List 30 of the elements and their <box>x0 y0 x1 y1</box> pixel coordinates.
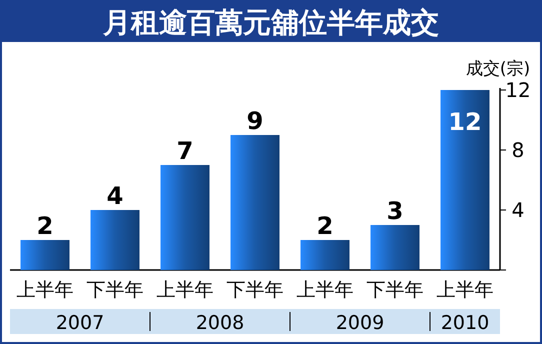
text: 2009 <box>336 312 384 334</box>
data-label: 2 <box>316 212 334 240</box>
data-label: 7 <box>176 137 194 165</box>
x-tick-label: 下半年 <box>86 279 144 301</box>
x-tick-label: 上半年 <box>156 279 214 301</box>
bar <box>440 90 490 270</box>
bar <box>90 210 140 270</box>
y-tick-label: 4 <box>512 198 524 222</box>
bar <box>160 165 210 270</box>
chart-title: 月租逾百萬元舖位半年成交 <box>102 6 439 39</box>
x-tick-label: 下半年 <box>226 279 284 301</box>
bar <box>20 240 70 270</box>
text: 2007 <box>56 312 104 334</box>
data-label: 12 <box>448 108 482 136</box>
y-tick-label: 12 <box>505 78 531 102</box>
y-tick-label: 8 <box>512 138 524 162</box>
text: 2010 <box>440 312 490 334</box>
data-label: 4 <box>106 182 124 210</box>
x-tick-label: 上半年 <box>296 279 354 301</box>
bar <box>230 135 280 270</box>
text: 2008 <box>196 312 244 334</box>
x-tick-label: 上半年 <box>436 279 494 301</box>
x-tick-label: 下半年 <box>366 279 424 301</box>
bar <box>370 225 420 270</box>
data-label: 3 <box>386 197 404 225</box>
bar <box>300 240 350 270</box>
x-tick-label: 上半年 <box>16 279 74 301</box>
data-label: 9 <box>246 107 264 135</box>
y-axis-title: 成交(宗) <box>466 59 530 79</box>
data-label: 2 <box>36 212 54 240</box>
